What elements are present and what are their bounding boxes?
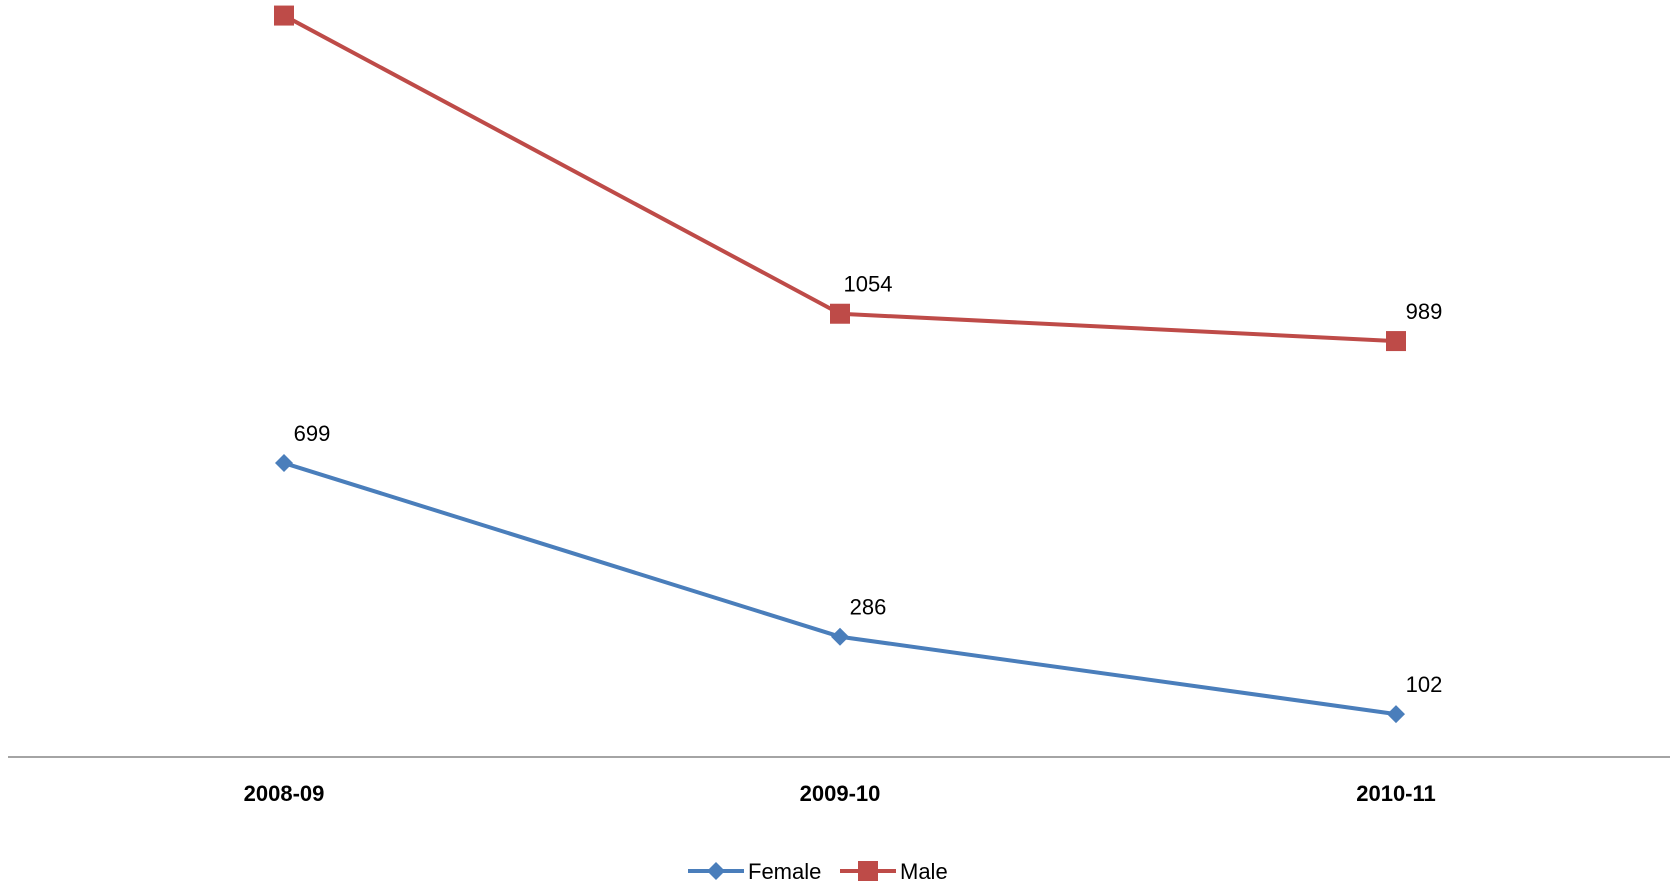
legend-marker-female xyxy=(707,862,725,880)
data-label-female-2010-11: 102 xyxy=(1406,672,1443,697)
data-point-male-2009-10 xyxy=(830,303,850,324)
data-label-female-2008-09: 699 xyxy=(294,421,331,446)
legend-item-male: Male xyxy=(840,859,948,882)
legend-label-male: Male xyxy=(900,859,948,882)
data-label-female-2009-10: 286 xyxy=(850,595,887,620)
legend-item-female: Female xyxy=(688,859,821,882)
x-tick-label-2008-09: 2008-09 xyxy=(244,781,325,806)
legend-marker-male xyxy=(858,861,878,881)
data-point-male-2008-09 xyxy=(274,5,294,26)
x-axis-tick-labels: 2008-09 2009-10 2010-11 xyxy=(244,781,1436,806)
data-point-female-2008-09 xyxy=(275,454,293,473)
data-point-male-2010-11 xyxy=(1386,331,1406,352)
series-line-male xyxy=(283,13,1397,344)
legend: Female Male xyxy=(688,859,948,882)
plot-area: 69928610217631054989 xyxy=(274,5,1443,724)
data-point-female-2009-10 xyxy=(831,627,849,646)
data-label-male-2009-10: 1054 xyxy=(844,272,893,297)
data-label-male-2010-11: 989 xyxy=(1406,299,1443,324)
legend-label-female: Female xyxy=(748,859,821,882)
data-point-female-2010-11 xyxy=(1387,705,1405,724)
x-tick-label-2009-10: 2009-10 xyxy=(800,781,881,806)
series-line-female xyxy=(283,461,1397,717)
x-tick-label-2010-11: 2010-11 xyxy=(1356,781,1436,806)
